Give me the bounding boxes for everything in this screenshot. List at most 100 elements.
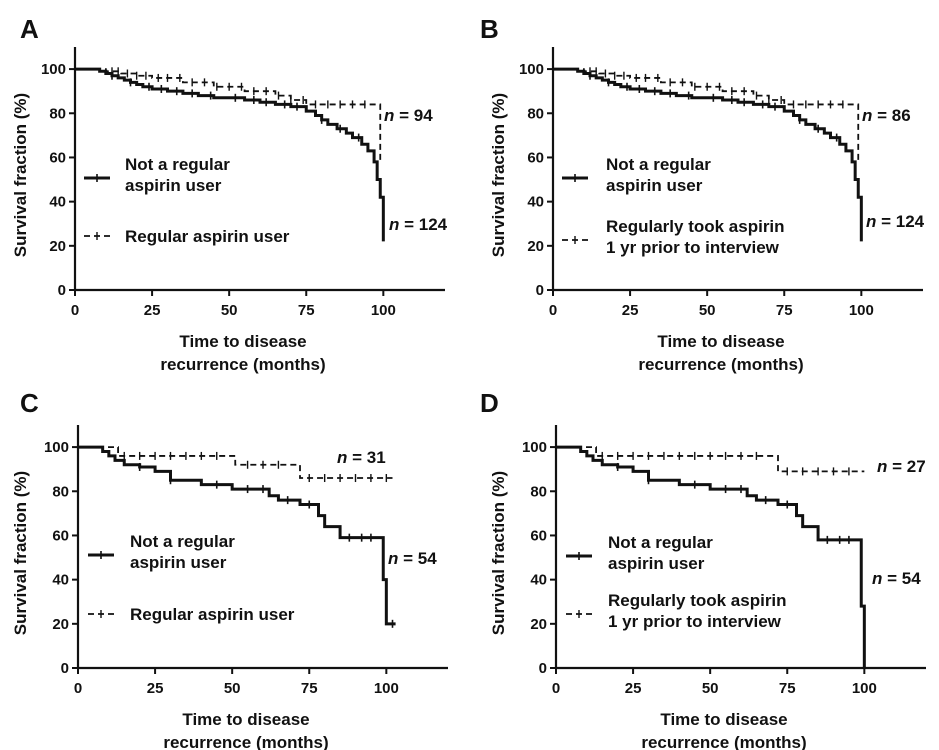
series-regular-aspirin: n = 31 <box>78 446 393 483</box>
panel-letter: D <box>480 388 499 418</box>
series-not-regular-user: n = 54 <box>556 445 921 668</box>
legend-label: Not a regular <box>606 155 711 174</box>
y-tick-label: 0 <box>58 282 66 299</box>
x-axis-title-line1: Time to disease <box>179 332 306 351</box>
n-count-label: n = 94 <box>384 106 433 125</box>
series-not-regular-user: n = 124 <box>75 67 448 242</box>
y-tick-label: 80 <box>527 105 544 122</box>
axes: 0 25 50 75 100 0 20 40 60 80 100 Time to disease rec… <box>489 425 926 750</box>
legend-entry: Not a regular aspirin user <box>88 532 235 572</box>
x-tick-label: 100 <box>849 302 874 319</box>
y-tick-label: 0 <box>539 660 547 677</box>
legend-label: Not a regular <box>125 155 230 174</box>
x-tick-label: 75 <box>298 302 315 319</box>
x-tick-label: 50 <box>702 680 719 697</box>
panel-a: A 0 25 50 75 100 0 20 40 60 80 100 Time to disease re… <box>11 14 448 374</box>
legend-entry: Not a regular aspirin user <box>566 533 713 573</box>
n-count-label: n = 31 <box>337 448 386 467</box>
x-tick-label: 25 <box>625 680 642 697</box>
x-tick-label: 100 <box>852 680 877 697</box>
survival-curve <box>553 67 863 242</box>
legend-entry: Regularly took aspirin 1 yr prior to inte… <box>566 591 787 631</box>
n-count-label: n = 54 <box>872 569 921 588</box>
x-tick-label: 50 <box>221 302 238 319</box>
x-tick-label: 25 <box>144 302 161 319</box>
panel-d: D 0 25 50 75 100 0 20 40 60 80 100 Time to disease re… <box>480 388 926 750</box>
legend-label: aspirin user <box>125 176 222 195</box>
y-tick-label: 60 <box>49 149 66 166</box>
x-tick-label: 25 <box>147 680 164 697</box>
x-axis-title-line2: recurrence (months) <box>641 733 806 750</box>
x-axis-title-line2: recurrence (months) <box>160 355 325 374</box>
y-tick-label: 80 <box>530 483 547 500</box>
n-count-label: n = 54 <box>388 549 437 568</box>
y-tick-label: 40 <box>530 572 547 589</box>
survival-curve <box>556 446 865 473</box>
survival-curve <box>78 445 396 626</box>
x-tick-label: 0 <box>549 302 557 319</box>
legend-entry: Not a regular aspirin user <box>562 155 711 195</box>
y-tick-label: 100 <box>41 61 66 78</box>
x-axis-title-line1: Time to disease <box>182 710 309 729</box>
series-not-regular-user: n = 124 <box>553 67 925 242</box>
legend-entry: Not a regular aspirin user <box>84 155 230 195</box>
x-tick-label: 75 <box>779 680 796 697</box>
x-tick-label: 50 <box>224 680 241 697</box>
y-tick-label: 100 <box>44 439 69 456</box>
panel-c: C 0 25 50 75 100 0 20 40 60 80 100 Time to disease re… <box>11 388 448 750</box>
y-axis-title: Survival fraction (%) <box>489 471 508 635</box>
legend-label: Not a regular <box>608 533 713 552</box>
n-count-label: n = 27 <box>877 457 926 476</box>
y-axis-title: Survival fraction (%) <box>489 93 508 257</box>
y-tick-label: 20 <box>49 238 66 255</box>
legend-label: Regular aspirin user <box>125 227 290 246</box>
legend-label: aspirin user <box>606 176 703 195</box>
series-not-regular-user: n = 54 <box>78 445 437 628</box>
legend-label: Regularly took aspirin <box>606 217 785 236</box>
legend-entry: Regular aspirin user <box>88 605 295 624</box>
x-axis-title-line1: Time to disease <box>660 710 787 729</box>
y-tick-label: 40 <box>52 572 69 589</box>
x-axis-title-line2: recurrence (months) <box>163 733 328 750</box>
panel-letter: C <box>20 388 39 418</box>
panel-letter: B <box>480 14 499 44</box>
y-axis-title: Survival fraction (%) <box>11 471 30 635</box>
y-tick-label: 20 <box>530 616 547 633</box>
series-regular-aspirin: n = 27 <box>556 446 926 476</box>
axes: 0 25 50 75 100 0 20 40 60 80 100 Time to disease rec… <box>11 425 448 750</box>
x-tick-label: 0 <box>552 680 560 697</box>
x-axis-title-line2: recurrence (months) <box>638 355 803 374</box>
axes: 0 25 50 75 100 0 20 40 60 80 100 Time to disease rec… <box>489 47 923 374</box>
y-tick-label: 60 <box>527 149 544 166</box>
y-tick-label: 60 <box>52 527 69 544</box>
legend-label: aspirin user <box>608 554 705 573</box>
survival-curve <box>75 67 385 242</box>
y-tick-label: 20 <box>52 616 69 633</box>
survival-curve <box>75 68 382 162</box>
y-tick-label: 0 <box>61 660 69 677</box>
series-regular-aspirin: n = 86 <box>553 67 911 162</box>
series-regular-aspirin: n = 94 <box>75 67 433 162</box>
axes: 0 25 50 75 100 0 20 40 60 80 100 Time to disease rec… <box>11 47 445 374</box>
n-count-label: n = 124 <box>866 212 925 231</box>
x-tick-label: 100 <box>374 680 399 697</box>
y-axis-title: Survival fraction (%) <box>11 93 30 257</box>
y-tick-label: 100 <box>519 61 544 78</box>
y-tick-label: 80 <box>52 483 69 500</box>
survival-curve <box>553 68 860 162</box>
x-tick-label: 0 <box>71 302 79 319</box>
y-tick-label: 40 <box>49 194 66 211</box>
survival-curve <box>556 445 866 668</box>
legend-label: 1 yr prior to interview <box>606 238 780 257</box>
n-count-label: n = 124 <box>389 215 448 234</box>
x-tick-label: 25 <box>622 302 639 319</box>
panel-b: B 0 25 50 75 100 0 20 40 60 80 100 Time to disease re… <box>480 14 925 374</box>
y-tick-label: 20 <box>527 238 544 255</box>
x-tick-label: 0 <box>74 680 82 697</box>
x-axis-title-line1: Time to disease <box>657 332 784 351</box>
x-tick-label: 75 <box>301 680 318 697</box>
survival-curve <box>78 446 393 479</box>
x-tick-label: 75 <box>776 302 793 319</box>
y-tick-label: 100 <box>522 439 547 456</box>
y-tick-label: 0 <box>536 282 544 299</box>
